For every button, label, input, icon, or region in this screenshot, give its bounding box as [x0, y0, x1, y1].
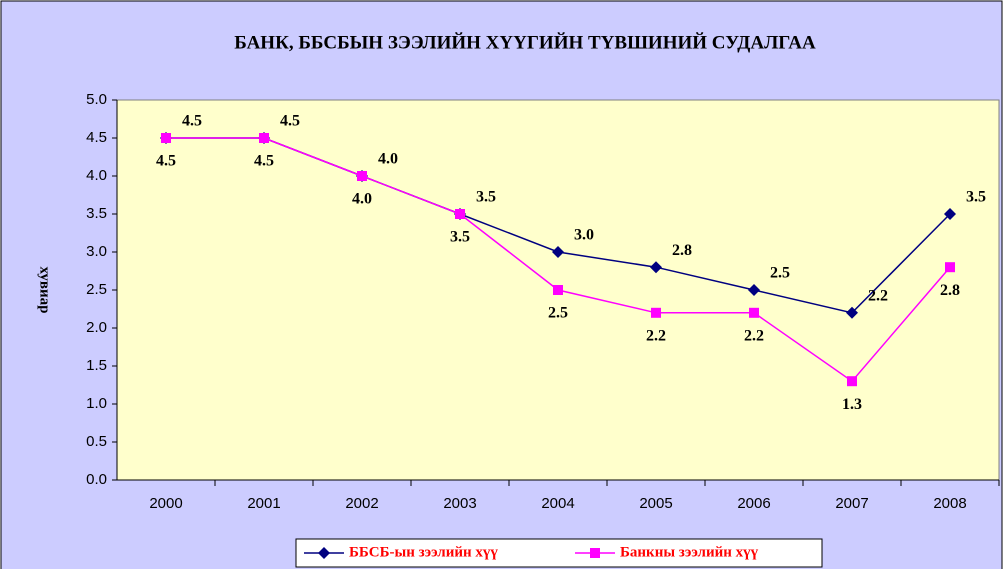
y-tick-label: 0.0: [86, 471, 107, 488]
y-tick-label: 4.0: [86, 167, 107, 184]
marker: [259, 133, 269, 143]
data-label: 1.3: [842, 396, 862, 413]
x-tick-label: 2003: [443, 495, 476, 512]
data-label: 4.5: [280, 113, 300, 130]
data-label: 2.8: [940, 282, 960, 299]
data-label: 4.5: [254, 153, 274, 170]
data-label: 3.5: [450, 229, 470, 246]
y-tick-label: 0.5: [86, 433, 107, 450]
legend-label: Банкны зээлийн хүү: [620, 544, 759, 560]
data-label: 2.2: [646, 327, 666, 344]
marker: [552, 246, 564, 258]
x-tick-label: 2002: [345, 495, 378, 512]
y-tick-label: 1.0: [86, 395, 107, 412]
data-label: 3.5: [966, 189, 986, 206]
y-tick-label: 2.0: [86, 319, 107, 336]
marker: [651, 307, 661, 318]
marker: [749, 307, 759, 318]
legend-marker: [318, 547, 330, 559]
y-axis-label: хувиар: [37, 266, 53, 313]
legend: [295, 538, 823, 568]
data-label: 4.0: [352, 191, 372, 208]
marker: [847, 376, 857, 387]
data-label: 2.8: [672, 242, 692, 259]
marker: [945, 262, 955, 273]
data-label: 2.5: [548, 305, 568, 322]
x-tick-label: 2005: [639, 495, 672, 512]
legend-marker: [590, 548, 600, 558]
y-tick-label: 1.5: [86, 357, 107, 374]
marker: [357, 171, 367, 181]
y-tick-label: 3.5: [86, 205, 107, 222]
marker: [455, 209, 465, 219]
marker: [748, 284, 760, 296]
x-tick-label: 2001: [247, 495, 280, 512]
marker: [161, 133, 171, 143]
marker: [650, 261, 662, 274]
y-tick-label: 2.5: [86, 281, 107, 298]
y-tick-label: 4.5: [86, 129, 107, 146]
data-label: 4.5: [156, 153, 176, 170]
data-label: 2.2: [868, 287, 888, 304]
x-tick-label: 2007: [835, 495, 868, 512]
data-label: 3.0: [574, 227, 594, 244]
data-label: 4.5: [182, 113, 202, 130]
x-tick-label: 2006: [737, 495, 770, 512]
y-tick-label: 3.0: [86, 243, 107, 260]
data-label: 3.5: [476, 189, 496, 206]
x-tick-label: 2004: [541, 495, 574, 512]
x-tick-label: 2008: [933, 495, 966, 512]
chart-title: БАНК, ББСБЫН ЗЭЭЛИЙН ХҮҮГИЙН ТҮВШИНИЙ СУ…: [234, 31, 816, 53]
marker: [553, 285, 563, 295]
data-label: 2.5: [770, 265, 790, 282]
marker: [944, 208, 956, 220]
y-tick-label: 5.0: [86, 91, 107, 108]
marker: [846, 306, 858, 319]
x-tick-label: 2000: [149, 495, 182, 512]
data-label: 4.0: [378, 151, 398, 168]
data-label: 2.2: [744, 327, 764, 344]
legend-label: ББСБ-ын зээлийн хүү: [349, 544, 498, 560]
